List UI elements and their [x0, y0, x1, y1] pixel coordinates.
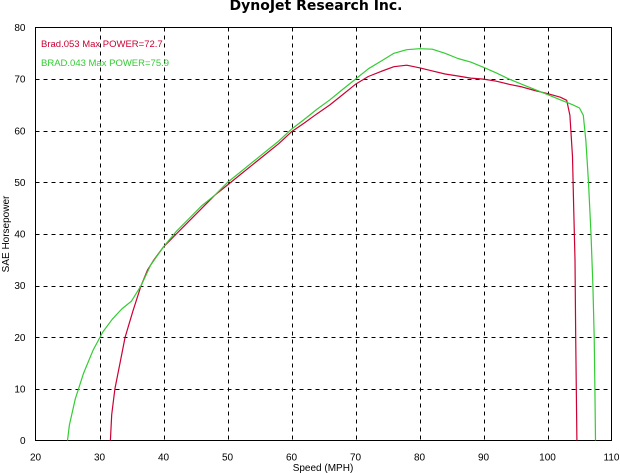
legend-entry-2: BRAD.043 Max POWER=75.9 — [41, 58, 169, 69]
x-tick-label: 70 — [350, 453, 362, 464]
x-tick-label: 90 — [478, 453, 490, 464]
y-tick-label: 0 — [20, 436, 26, 447]
x-tick-label: 80 — [414, 453, 426, 464]
chart-title: DynoJet Research Inc. — [230, 0, 403, 14]
x-tick-label: 40 — [158, 453, 170, 464]
series-line-1 — [109, 64, 578, 441]
y-tick-label: 40 — [14, 230, 26, 241]
y-tick-label: 30 — [14, 281, 26, 292]
series-line-2 — [66, 48, 597, 441]
x-tick-label: 30 — [94, 453, 106, 464]
y-axis-label: SAE Horsepower — [1, 195, 12, 272]
x-tick-label: 110 — [604, 453, 620, 464]
x-tick-label: 20 — [30, 453, 42, 464]
tick-labels: 20 30 40 50 60 70 80 90 100 110 0 10 20 30 40 50 60 70 80 — [14, 23, 620, 464]
series-group — [66, 48, 597, 441]
y-tick-label: 10 — [14, 384, 26, 395]
x-axis-label: Speed (MPH) — [293, 463, 354, 473]
y-tick-label: 80 — [14, 23, 26, 34]
legend-entry-1: Brad.053 Max POWER=72.7 — [41, 39, 163, 50]
y-tick-label: 50 — [14, 178, 26, 189]
x-tick-label: 60 — [286, 453, 298, 464]
y-tick-label: 70 — [14, 75, 26, 86]
y-tick-label: 20 — [14, 333, 26, 344]
x-tick-label: 100 — [539, 453, 556, 464]
y-tick-label: 60 — [14, 126, 26, 137]
x-tick-label: 50 — [222, 453, 234, 464]
grid — [35, 27, 612, 441]
plot-frame — [35, 27, 612, 441]
legend: Brad.053 Max POWER=72.7 BRAD.043 Max POWE… — [41, 39, 169, 69]
